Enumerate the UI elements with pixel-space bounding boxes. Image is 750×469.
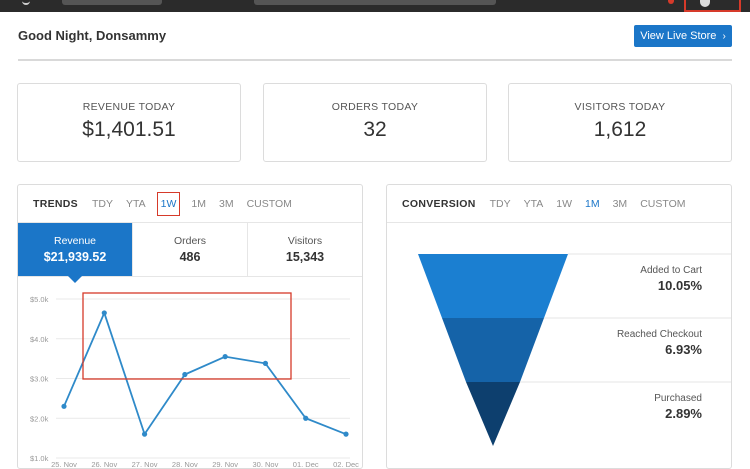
funnel-step-purchased xyxy=(466,382,520,446)
data-point xyxy=(182,371,188,378)
revenue-today-card: REVENUE TODAY $1,401.51 xyxy=(17,83,241,162)
metric-tabs: Revenue $21,939.52 Orders 486 Visitors 1… xyxy=(18,223,362,283)
top-navigation-bar xyxy=(0,0,750,12)
metric-value: $21,939.52 xyxy=(43,250,107,264)
funnel-label: Reached Checkout xyxy=(617,329,702,340)
nav-tab[interactable] xyxy=(62,0,162,5)
y-tick-label: $4.0k xyxy=(30,335,49,344)
funnel-value: 6.93% xyxy=(665,342,702,357)
range-1m[interactable]: 1M xyxy=(585,197,600,210)
stat-label: VISITORS TODAY xyxy=(574,101,666,113)
tab-revenue[interactable]: Revenue $21,939.52 xyxy=(18,223,133,283)
x-tick-label: 02. Dec xyxy=(333,460,359,468)
highlight-box xyxy=(82,292,292,380)
range-custom[interactable]: CUSTOM xyxy=(640,197,686,210)
y-tick-label: $2.0k xyxy=(30,414,49,423)
data-point xyxy=(61,403,67,409)
search-input[interactable] xyxy=(254,0,496,5)
tab-orders[interactable]: Orders 486 xyxy=(133,223,248,276)
range-tdy[interactable]: TDY xyxy=(489,197,511,210)
trends-title: TRENDS xyxy=(33,197,78,210)
x-tick-label: 26. Nov xyxy=(91,460,117,468)
funnel-value: 2.89% xyxy=(665,406,702,421)
range-custom[interactable]: CUSTOM xyxy=(246,197,292,210)
data-point xyxy=(262,360,269,366)
range-yta[interactable]: YTA xyxy=(125,197,146,210)
stat-value: 1,612 xyxy=(593,118,647,141)
trends-header: TRENDS TDY YTA 1W 1M 3M CUSTOM xyxy=(18,185,362,223)
visitors-today-card: VISITORS TODAY 1,612 xyxy=(508,83,732,162)
series-line xyxy=(63,310,347,437)
funnel-label: Added to Cart xyxy=(640,265,702,276)
stat-value: $1,401.51 xyxy=(82,118,176,141)
y-tick-label: $3.0k xyxy=(30,375,49,384)
logo-icon[interactable] xyxy=(22,0,30,5)
range-1w[interactable]: 1W xyxy=(156,191,181,216)
data-point xyxy=(303,415,309,421)
orders-today-card: ORDERS TODAY 32 xyxy=(263,83,487,162)
data-point xyxy=(101,310,107,316)
x-tick-label: 29. Nov xyxy=(212,460,238,468)
conversion-header: CONVERSION TDY YTA 1W 1M 3M CUSTOM xyxy=(387,185,731,223)
conversion-panel: CONVERSION TDY YTA 1W 1M 3M CUSTOM Added… xyxy=(386,184,732,469)
stat-value: 32 xyxy=(363,118,387,141)
conversion-funnel: Added to Cart 10.05% Reached Checkout 6.… xyxy=(418,253,731,446)
funnel-value: 10.05% xyxy=(658,278,703,293)
x-tick-label: 30. Nov xyxy=(252,460,278,468)
stat-label: ORDERS TODAY xyxy=(331,101,419,113)
metric-label: Revenue xyxy=(53,235,97,247)
funnel-step-added-to-cart xyxy=(418,254,568,318)
trends-panel: TRENDS TDY YTA 1W 1M 3M CUSTOM Revenue $… xyxy=(17,184,363,469)
range-3m[interactable]: 3M xyxy=(612,197,628,210)
range-1m[interactable]: 1M xyxy=(191,197,206,210)
metric-value: 486 xyxy=(179,250,201,264)
chevron-right-icon: › xyxy=(722,30,726,42)
x-tick-label: 25. Nov xyxy=(51,460,77,468)
metric-label: Visitors xyxy=(287,235,323,247)
x-tick-label: 28. Nov xyxy=(172,460,198,468)
account-menu-highlight xyxy=(684,0,741,12)
x-tick-label: 01. Dec xyxy=(293,460,319,468)
data-point xyxy=(343,431,349,437)
view-live-store-button[interactable]: View Live Store › xyxy=(634,25,732,47)
metric-label: Orders xyxy=(173,235,207,247)
range-yta[interactable]: YTA xyxy=(523,197,544,210)
header-divider xyxy=(18,59,732,61)
x-tick-label: 27. Nov xyxy=(132,460,158,468)
stat-label: REVENUE TODAY xyxy=(82,101,176,113)
view-live-store-label: View Live Store xyxy=(640,30,717,42)
conversion-title: CONVERSION xyxy=(402,197,476,210)
page-greeting: Good Night, Donsammy xyxy=(18,28,167,43)
funnel-label: Purchased xyxy=(654,393,702,404)
data-point xyxy=(141,431,148,437)
range-1w[interactable]: 1W xyxy=(556,197,572,210)
notification-icon[interactable] xyxy=(668,0,674,4)
avatar[interactable] xyxy=(700,0,710,7)
data-point xyxy=(222,354,228,360)
metric-value: 15,343 xyxy=(285,250,325,264)
y-tick-label: $1.0k xyxy=(30,454,49,463)
tab-visitors[interactable]: Visitors 15,343 xyxy=(248,223,362,276)
y-tick-label: $5.0k xyxy=(30,295,49,304)
range-tdy[interactable]: TDY xyxy=(91,197,113,210)
range-3m[interactable]: 3M xyxy=(218,197,234,210)
funnel-step-reached-checkout xyxy=(442,318,544,382)
